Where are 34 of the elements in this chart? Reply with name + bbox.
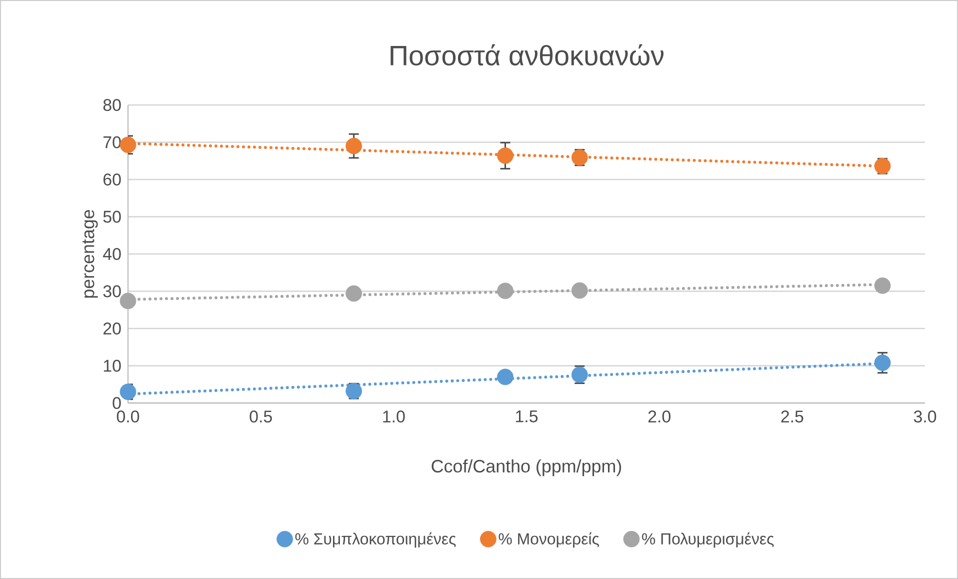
point xyxy=(571,282,588,299)
y-tick-label: 0 xyxy=(112,397,121,409)
y-tick-label: 10 xyxy=(104,360,121,372)
x-tick-label: 1.5 xyxy=(516,410,538,422)
point xyxy=(874,354,891,371)
x-tick-label: 0.0 xyxy=(116,410,140,423)
y-tick-label: 70 xyxy=(104,136,121,148)
y-tick-label: 40 xyxy=(103,248,121,260)
y-tick-label: 30 xyxy=(103,285,121,298)
y-tick-label: 20 xyxy=(104,322,121,335)
y-tick-label: 50 xyxy=(103,210,121,223)
point xyxy=(497,368,514,386)
x-tick-label: 2.5 xyxy=(781,410,804,423)
x-tick-label: 0.5 xyxy=(250,410,272,423)
point xyxy=(120,384,136,400)
legend-label: % Μονομερείς xyxy=(498,532,599,548)
legend-label: % Πολυμερισμένες xyxy=(642,532,774,548)
x-tick-label: 2.0 xyxy=(648,410,670,423)
point xyxy=(497,147,514,164)
x-tick-label: 3.0 xyxy=(914,410,936,423)
point xyxy=(571,366,588,383)
x-axis-title: Ccof/Cantho (ppm/ppm) xyxy=(432,459,622,476)
chart-title: Ποσοστά ανθοκυανών xyxy=(390,44,664,66)
point xyxy=(497,282,514,300)
point xyxy=(346,138,362,154)
point xyxy=(874,277,891,294)
x-tick-label: 1.0 xyxy=(383,410,405,423)
y-tick-label: 80 xyxy=(103,99,121,112)
y-axis-title: percentage xyxy=(82,210,98,298)
point xyxy=(346,285,362,302)
legend-label: % Συμπλοκοποιημένες xyxy=(295,532,456,548)
y-tick-label: 60 xyxy=(104,174,121,186)
point xyxy=(120,292,136,310)
point xyxy=(120,136,136,154)
